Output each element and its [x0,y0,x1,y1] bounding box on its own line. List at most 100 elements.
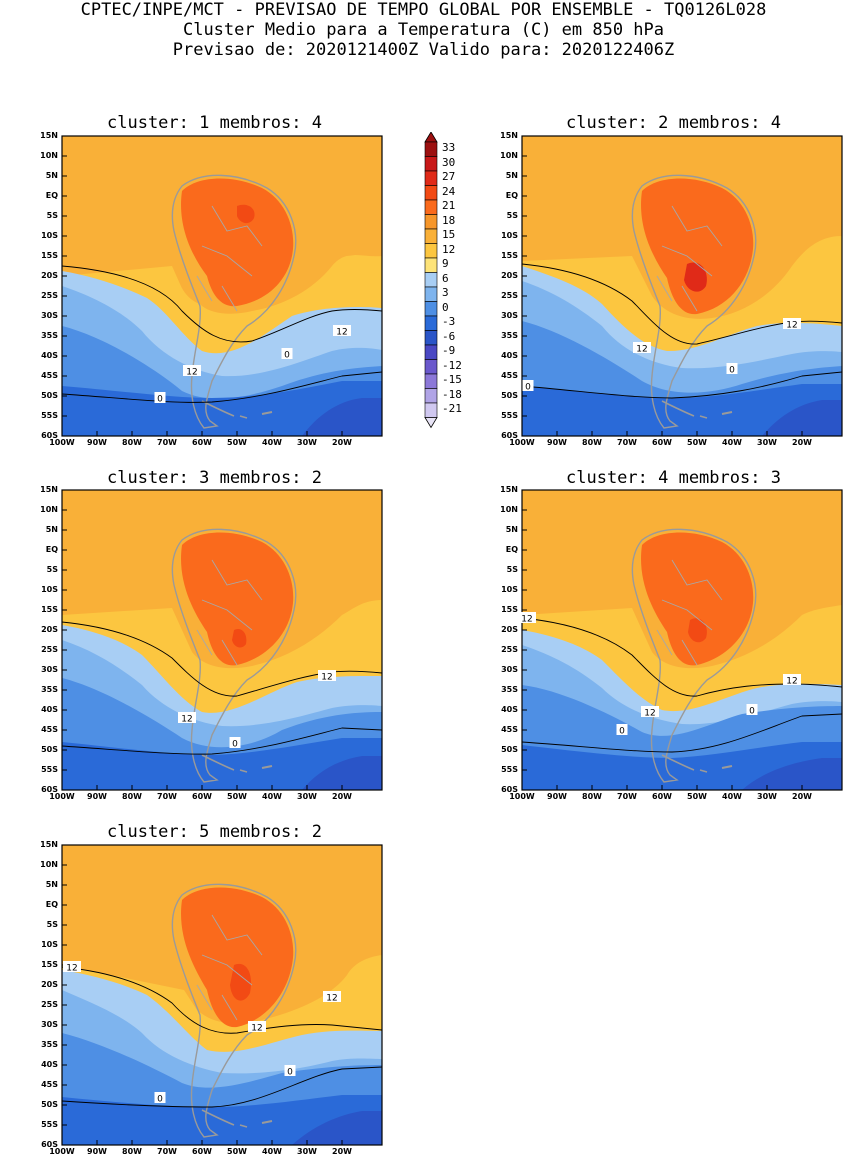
map-plot: 12 12 12 0 0 [61,844,383,1146]
colorbar-swatch [424,243,438,259]
cluster-4-map: 15N 10N 5N EQ 5S 10S 15S 20S 25S 30S 35S 40S 45S 50S 5… [490,485,843,801]
cluster-5-map: 15N 10N 5N EQ 5S 10S 15S 20S 25S 30S 35S 40S 45S 50S 5… [30,840,383,1156]
lon-tick-label: 50W [687,792,707,801]
lat-tick-label: 50S [501,745,518,754]
temperature-band [292,1111,382,1145]
lat-tick-label: 5N [45,171,58,180]
lon-tick-label: 80W [122,438,142,447]
temperature-band [302,398,382,436]
cluster-3-map: 15N 10N 5N EQ 5S 10S 15S 20S 25S 30S 35S 40S 45S 50S 5… [30,485,383,801]
lat-tick-label: 10N [500,505,518,514]
contour-label: 0 [157,1095,163,1105]
colorbar-label: 21 [442,199,456,212]
contour-label: 0 [749,707,755,717]
lat-tick-label: 10N [40,151,58,160]
lat-tick-label: 60S [41,1140,58,1149]
lat-tick-label: EQ [505,191,518,200]
lon-tick-label: 50W [227,438,247,447]
lat-tick-label: 45S [41,371,58,380]
falkland-islands [261,1120,273,1124]
cluster-2-map: 15N 10N 5N EQ 5S 10S 15S 20S 25S 30S 35S 40S 45S 50S 5… [490,131,843,447]
contour-label: 12 [66,964,77,974]
lat-tick-label: 15S [501,605,518,614]
contour-line [61,966,383,1034]
lon-tick-label: 60W [652,792,672,801]
lon-tick-label: 100W [49,1147,75,1156]
lon-tick-label: 100W [509,438,535,447]
lon-tick-label: 30W [297,1147,317,1156]
lat-tick-label: 60S [501,785,518,794]
lat-tick-label: 20S [501,271,518,280]
lon-tick-label: 40W [722,792,742,801]
cluster-2-title: cluster: 2 membros: 4 [566,113,781,133]
country-borders [656,559,723,666]
contour-label: 0 [157,395,163,405]
colorbar-swatch [424,359,438,375]
lat-tick-label: 25S [501,645,518,654]
colorbar-swatch [424,272,438,288]
lon-tick-label: 70W [157,792,177,801]
lat-tick-label: 10S [41,585,58,594]
lon-tick-label: 40W [262,1147,282,1156]
lat-tick-label: 10S [501,231,518,240]
tierra-del-fuego [661,754,708,773]
lat-tick-label: 5N [505,525,518,534]
contour-label-box [248,1021,266,1032]
lat-tick-label: 10N [40,505,58,514]
lat-tick-label: 5S [506,565,518,574]
temperature-band [230,963,252,1001]
map-frame [61,489,383,791]
temperature-band [762,400,842,436]
lat-tick-label: 55S [41,1120,58,1129]
header-line-1: CPTEC/INPE/MCT - PREVISAO DE TEMPO GLOBA… [80,0,767,20]
colorbar-label: -18 [442,387,462,401]
colorbar-swatch [424,141,438,157]
lon-tick-label: 60W [652,438,672,447]
lon-tick-label: 100W [49,792,75,801]
contour-line [61,727,383,755]
lon-tick-label: 70W [617,438,637,447]
lat-tick-label: 55S [501,411,518,420]
contour-label-box [518,612,536,623]
lon-tick-label: 90W [547,438,567,447]
lat-tick-label: 50S [501,391,518,400]
cluster-5-title: cluster: 5 membros: 2 [107,822,322,842]
map-plot: 12 12 0 [61,489,383,791]
contour-label-box [229,737,241,748]
lon-tick-label: 20W [332,438,352,447]
lat-tick-label: 40S [501,705,518,714]
lat-tick-label: 35S [41,1040,58,1049]
lat-tick-label: EQ [45,545,58,554]
colorbar-swatch [424,228,438,244]
lat-tick-label: 5S [46,211,58,220]
lat-tick-label: 40S [41,351,58,360]
contour-label-box [281,348,293,359]
contour-label: 0 [525,383,531,393]
colorbar-label: -3 [442,315,456,328]
contour-label-box [63,961,81,972]
lat-tick-label: 15N [40,485,58,494]
lat-tick-label: 45S [501,725,518,734]
lat-tick-label: 60S [501,431,518,440]
contour-label-box [333,325,351,336]
south-america-outline [631,174,757,429]
lat-tick-label: 5S [46,565,58,574]
header-line-2: Cluster Medio para a Temperatura (C) em … [182,20,665,40]
colorbar-label: 6 [442,271,449,285]
lon-tick-label: 50W [227,1147,247,1156]
temperature-band [181,532,294,666]
lat-tick-label: 5S [506,211,518,220]
cluster-1-map: 15N 10N 5N EQ 5S 10S 15S 20S 25S 30S 35S 40S 45S 50S 5… [30,131,383,447]
lat-tick-label: 25S [41,1000,58,1009]
colorbar-swatch [424,170,438,186]
lat-tick-label: 5N [45,880,58,889]
lat-tick-label: 60S [41,431,58,440]
country-borders [196,559,263,666]
contour-line [61,621,383,697]
lat-tick-label: 15S [41,605,58,614]
colorbar-arrow-bottom [424,417,438,429]
lat-tick-label: 40S [41,705,58,714]
lon-tick-label: 30W [297,792,317,801]
lat-tick-label: 15S [41,251,58,260]
lon-tick-label: 60W [192,438,212,447]
